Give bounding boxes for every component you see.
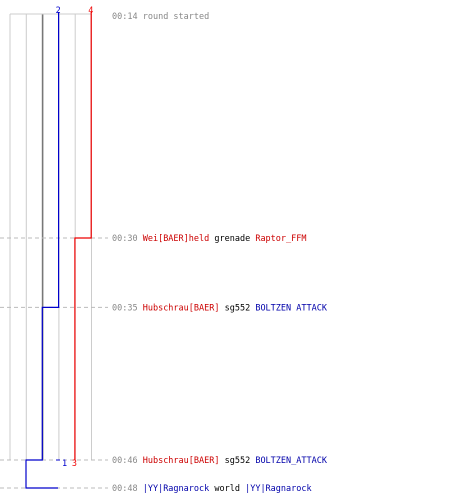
- event-text-part: world: [209, 484, 240, 494]
- event-time: 00:35: [112, 303, 143, 313]
- event-text-part: BOLTZEN_ATTACK: [250, 456, 328, 466]
- event-time: 00:14: [112, 12, 143, 22]
- event-time: 00:30: [112, 234, 143, 244]
- event-label: 00:48 |YY|Ragnarock world |YY|Ragnarock: [112, 484, 312, 494]
- event-text-part: Wei[BAER]held: [143, 234, 210, 244]
- event-label: 00:30 Wei[BAER]held grenade Raptor_FFM: [112, 234, 307, 244]
- event-label: 00:14 round started: [112, 12, 209, 22]
- event-text-part: sg552: [219, 303, 250, 313]
- event-text-part: BOLTZEN ATTACK: [250, 303, 328, 313]
- event-text-part: round started: [143, 12, 210, 22]
- series-label: 4: [88, 6, 93, 16]
- event-text-part: Raptor_FFM: [250, 234, 306, 244]
- event-text-part: grenade: [209, 234, 250, 244]
- event-text-part: Hubschrau[BAER]: [143, 456, 220, 466]
- series-line: [74, 12, 92, 460]
- series-line: [25, 12, 60, 489]
- event-text-part: |YY|Ragnarock: [143, 484, 210, 494]
- event-text-part: sg552: [219, 456, 250, 466]
- series-label: 1: [62, 459, 67, 469]
- event-text-part: |YY|Ragnarock: [240, 484, 312, 494]
- event-time: 00:46: [112, 456, 143, 466]
- event-label: 00:35 Hubschrau[BAER] sg552 BOLTZEN ATTA…: [112, 303, 328, 313]
- series-label: 3: [72, 459, 77, 469]
- event-label: 00:46 Hubschrau[BAER] sg552 BOLTZEN_ATTA…: [112, 456, 328, 466]
- event-text-part: Hubschrau[BAER]: [143, 303, 220, 313]
- event-time: 00:48: [112, 484, 143, 494]
- series-label: 2: [56, 6, 61, 16]
